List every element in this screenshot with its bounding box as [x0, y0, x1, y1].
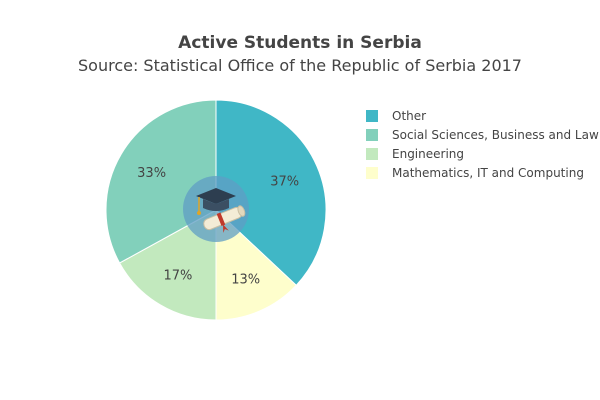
- chart-title: Active Students in Serbia: [178, 33, 422, 53]
- legend-swatch: [366, 166, 378, 179]
- legend-item[interactable]: Other: [366, 106, 599, 125]
- legend-swatch: [366, 109, 378, 122]
- legend-item[interactable]: Engineering: [366, 144, 599, 163]
- pie-slice-label: 17%: [163, 268, 192, 283]
- pie-slice[interactable]: [118, 209, 217, 321]
- legend-swatch: [366, 147, 378, 160]
- legend-swatch: [366, 128, 378, 141]
- pie-slice[interactable]: [215, 99, 327, 287]
- legend: Other Social Sciences, Business and Law En…: [366, 106, 599, 182]
- pie-slice-label: 13%: [231, 273, 260, 288]
- pie-slice-labels: 37% 13% 17% 33%: [137, 166, 299, 288]
- graduation-cap-and-diploma-icon: [183, 176, 249, 242]
- legend-item[interactable]: Social Sciences, Business and Law: [366, 125, 599, 144]
- legend-item[interactable]: Mathematics, IT and Computing: [366, 163, 599, 182]
- pie-slice-label: 37%: [270, 174, 299, 189]
- legend-label: Mathematics, IT and Computing: [392, 165, 584, 180]
- pie-slice-label: 33%: [137, 166, 166, 181]
- legend-label: Engineering: [392, 146, 464, 161]
- pie-slice[interactable]: [215, 208, 297, 321]
- legend-label: Other: [392, 108, 427, 123]
- legend-label: Social Sciences, Business and Law: [392, 127, 599, 142]
- chart-subtitle: Source: Statistical Office of the Republ…: [78, 56, 522, 75]
